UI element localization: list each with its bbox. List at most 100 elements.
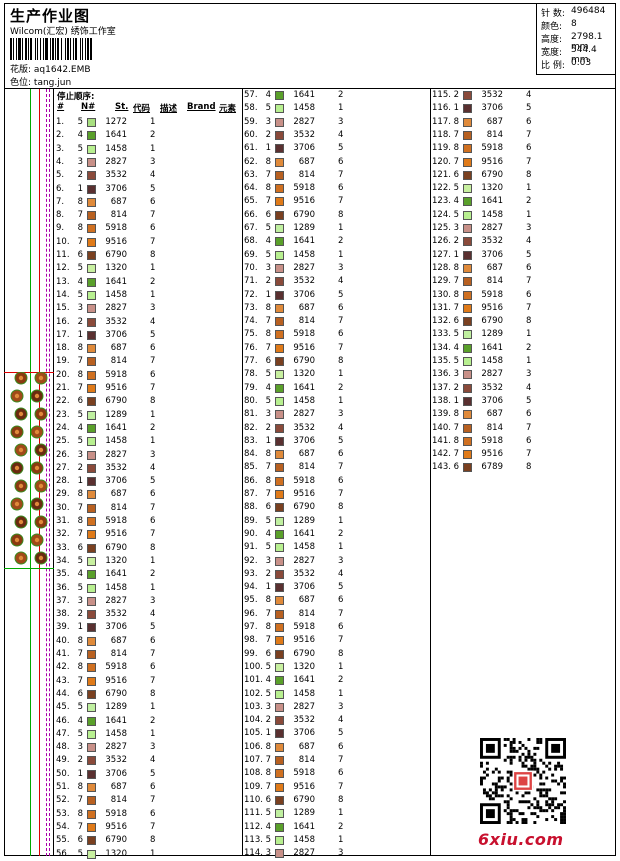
element-number: 2 <box>338 382 344 393</box>
column-divider <box>430 89 431 856</box>
qr-module <box>509 809 513 813</box>
qr-module <box>557 806 561 810</box>
needle-number: 5 <box>453 183 459 194</box>
qr-module <box>539 758 543 762</box>
element-number: 6 <box>338 156 344 167</box>
thread-code: 3706 <box>293 435 315 446</box>
color-swatch <box>275 290 284 300</box>
table-row: 26. 3 2827 3 <box>56 449 236 462</box>
table-row: 104. 2 3532 4 <box>244 714 424 727</box>
qr-module <box>554 767 558 771</box>
qr-module <box>551 803 555 807</box>
element-number: 1 <box>150 848 156 859</box>
thread-code: 1458 <box>105 436 127 447</box>
needle-number: 6 <box>265 209 271 220</box>
thread-code: 3706 <box>105 329 127 340</box>
element-number: 4 <box>526 90 532 100</box>
qr-module <box>554 764 558 768</box>
needle-number: 8 <box>453 262 459 273</box>
row-number: 28. <box>56 476 70 487</box>
row-number: 36. <box>56 582 70 593</box>
element-number: 1 <box>338 395 344 406</box>
qr-module <box>503 800 507 804</box>
thread-code: 1320 <box>293 661 315 672</box>
table-row: 117. 8 687 6 <box>432 116 612 129</box>
needle-number: 3 <box>77 156 83 167</box>
qr-module <box>524 821 528 824</box>
row-number: 98. <box>244 635 258 646</box>
qr-module <box>536 738 540 741</box>
needle-number: 8 <box>77 223 83 234</box>
color-swatch <box>87 264 96 274</box>
needle-number: 8 <box>453 143 459 154</box>
qr-module <box>554 806 558 810</box>
barcode-bar <box>35 38 36 60</box>
table-row: 134. 4 1641 2 <box>432 342 612 355</box>
thread-code: 1458 <box>105 728 127 739</box>
element-number: 3 <box>150 303 156 314</box>
table-row: 20. 8 5918 6 <box>56 369 236 382</box>
element-number: 8 <box>338 794 344 805</box>
row-number: 40. <box>56 635 70 646</box>
thread-code: 1641 <box>293 821 315 832</box>
table-row: 2. 4 1641 2 <box>56 129 236 142</box>
needle-number: 4 <box>265 675 271 686</box>
needle-number: 2 <box>265 715 271 726</box>
element-number: 7 <box>150 649 156 659</box>
needle-number: 8 <box>265 475 271 486</box>
element-number: 4 <box>150 462 156 473</box>
color-swatch <box>87 477 96 487</box>
thread-code: 6790 <box>105 542 127 553</box>
element-number: 1 <box>150 409 156 420</box>
needle-number: 1 <box>453 249 459 260</box>
needle-number: 3 <box>265 262 271 273</box>
needle-number: 8 <box>453 116 459 127</box>
color-swatch <box>275 756 284 765</box>
row-number: 1. <box>56 117 65 127</box>
qr-module <box>521 818 525 822</box>
qr-module <box>491 797 495 801</box>
element-number: 4 <box>338 422 344 433</box>
table-row: 64. 8 5918 6 <box>244 182 424 195</box>
row-number: 112. <box>244 821 263 832</box>
qr-module <box>509 761 513 765</box>
thread-code: 3706 <box>293 728 315 739</box>
thread-code: 814 <box>486 276 503 287</box>
row-number: 86. <box>244 475 258 486</box>
needle-number: 7 <box>453 276 459 287</box>
element-number: 2 <box>150 130 156 141</box>
thread-code: 9516 <box>481 302 503 313</box>
table-row: 66. 6 6790 8 <box>244 209 424 222</box>
qr-module <box>482 791 486 795</box>
thread-code: 3532 <box>481 90 503 100</box>
scale-label: 比 例: <box>541 61 565 71</box>
table-row: 14. 5 1458 1 <box>56 289 236 302</box>
barcode-bar <box>87 38 89 60</box>
needle-number: 5 <box>77 702 83 713</box>
design-value: aq1642.EMB <box>33 65 91 75</box>
row-number: 137. <box>432 382 451 393</box>
qr-module <box>497 785 501 789</box>
qr-module <box>518 740 522 744</box>
row-number: 68. <box>244 236 258 247</box>
table-row: 3. 5 1458 1 <box>56 143 236 156</box>
color-swatch <box>463 396 472 406</box>
color-swatch <box>275 689 284 699</box>
thread-code: 687 <box>298 595 315 606</box>
qr-module <box>488 788 492 792</box>
table-row: 28. 1 3706 5 <box>56 475 236 488</box>
thread-code: 5918 <box>481 289 503 300</box>
col-code: 代码 <box>133 104 151 114</box>
element-number: 7 <box>150 529 156 540</box>
needle-number: 2 <box>77 170 83 181</box>
thread-code: 9516 <box>293 781 315 792</box>
element-number: 3 <box>526 223 532 233</box>
element-number: 5 <box>338 728 344 739</box>
qr-module <box>518 776 528 786</box>
element-number: 4 <box>338 568 344 579</box>
needle-number: 8 <box>265 156 271 167</box>
barcode-bar <box>13 38 14 60</box>
element-number: 3 <box>338 409 344 420</box>
table-row: 55. 6 6790 8 <box>56 834 236 847</box>
element-number: 5 <box>150 329 156 340</box>
